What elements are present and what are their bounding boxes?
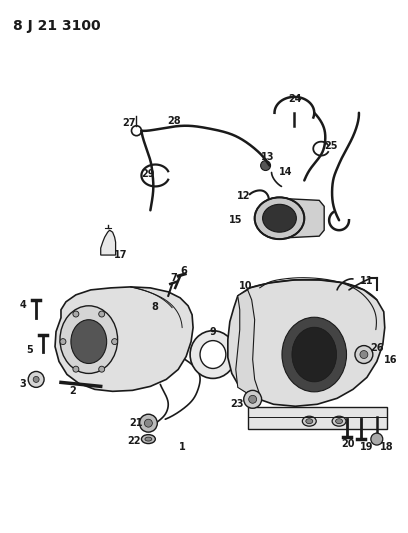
Text: 18: 18 — [380, 442, 394, 452]
Text: 13: 13 — [261, 151, 274, 161]
Text: 15: 15 — [229, 215, 242, 225]
Text: 3: 3 — [20, 379, 27, 390]
Text: 17: 17 — [114, 250, 127, 260]
Ellipse shape — [332, 416, 346, 426]
Text: 11: 11 — [360, 276, 374, 286]
Text: 6: 6 — [181, 266, 188, 276]
Ellipse shape — [282, 317, 346, 392]
Text: 22: 22 — [128, 436, 141, 446]
Polygon shape — [279, 198, 324, 238]
Polygon shape — [55, 287, 193, 391]
Ellipse shape — [71, 320, 106, 364]
Text: 21: 21 — [130, 418, 143, 428]
Polygon shape — [248, 407, 387, 429]
Text: 2: 2 — [69, 386, 76, 397]
Text: 8 J 21 3100: 8 J 21 3100 — [13, 19, 101, 33]
Circle shape — [355, 345, 373, 364]
Ellipse shape — [292, 327, 337, 382]
Ellipse shape — [263, 204, 296, 232]
Circle shape — [73, 366, 79, 372]
Text: 4: 4 — [20, 300, 27, 310]
Text: 14: 14 — [279, 167, 292, 177]
Circle shape — [28, 372, 44, 387]
Circle shape — [249, 395, 257, 403]
Text: 27: 27 — [122, 118, 135, 128]
Text: 24: 24 — [288, 94, 302, 104]
Text: 19: 19 — [360, 442, 374, 452]
Circle shape — [360, 351, 368, 359]
Text: 10: 10 — [239, 281, 253, 291]
Ellipse shape — [200, 341, 226, 368]
Text: 26: 26 — [370, 343, 384, 352]
Text: 12: 12 — [237, 191, 251, 201]
Circle shape — [144, 419, 152, 427]
Text: 9: 9 — [210, 327, 216, 337]
Text: 28: 28 — [167, 116, 181, 126]
Circle shape — [140, 414, 157, 432]
Circle shape — [261, 160, 271, 171]
Text: 23: 23 — [230, 399, 244, 409]
Text: 20: 20 — [341, 439, 355, 449]
Circle shape — [112, 338, 118, 345]
Circle shape — [60, 338, 66, 345]
Ellipse shape — [302, 416, 316, 426]
Circle shape — [33, 376, 39, 382]
Ellipse shape — [145, 437, 152, 441]
Text: 5: 5 — [26, 344, 33, 354]
Circle shape — [371, 433, 383, 445]
Ellipse shape — [60, 306, 118, 374]
Polygon shape — [236, 290, 259, 399]
Ellipse shape — [255, 197, 304, 239]
Text: 7: 7 — [171, 273, 177, 283]
Ellipse shape — [306, 419, 313, 424]
Circle shape — [244, 390, 262, 408]
Circle shape — [99, 311, 105, 317]
Circle shape — [73, 311, 79, 317]
Ellipse shape — [142, 434, 155, 443]
Text: 16: 16 — [384, 354, 397, 365]
Polygon shape — [101, 230, 115, 255]
Text: 1: 1 — [179, 442, 186, 452]
Circle shape — [99, 366, 105, 372]
Text: 25: 25 — [324, 141, 338, 151]
Ellipse shape — [336, 419, 343, 424]
Text: 29: 29 — [142, 169, 155, 180]
Text: 8: 8 — [151, 302, 158, 312]
Polygon shape — [228, 280, 385, 406]
Ellipse shape — [190, 330, 236, 378]
